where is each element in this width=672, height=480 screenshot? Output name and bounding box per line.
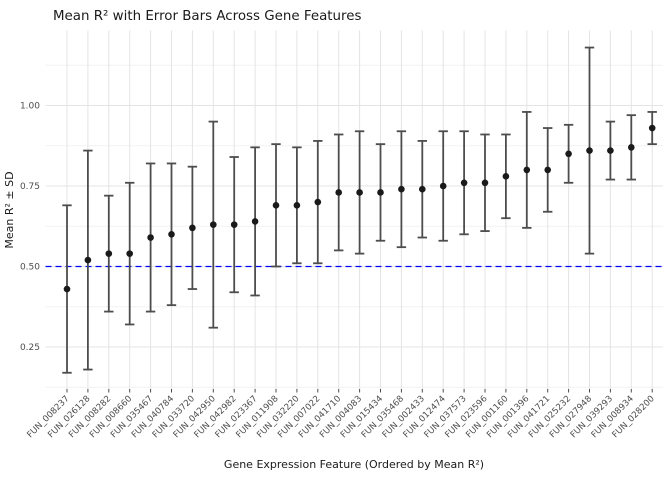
data-point bbox=[147, 234, 154, 241]
data-point bbox=[168, 231, 175, 238]
y-tick-label: 0.75 bbox=[20, 182, 40, 192]
data-point bbox=[628, 144, 635, 151]
y-tick-label: 1.00 bbox=[20, 102, 40, 112]
data-point bbox=[293, 202, 301, 209]
data-point bbox=[419, 185, 426, 193]
data-point bbox=[230, 221, 238, 228]
y-axis-title: Mean R² ± SD bbox=[3, 171, 16, 248]
data-point bbox=[502, 173, 510, 180]
data-point bbox=[63, 285, 71, 293]
data-point bbox=[586, 147, 593, 154]
chart-title: Mean R² with Error Bars Across Gene Feat… bbox=[53, 9, 361, 24]
data-point bbox=[481, 179, 489, 187]
x-axis-title: Gene Expression Feature (Ordered by Mean… bbox=[224, 458, 484, 471]
data-point bbox=[460, 179, 468, 187]
data-point bbox=[648, 124, 656, 132]
data-point bbox=[251, 218, 259, 225]
data-point bbox=[126, 250, 133, 257]
data-point bbox=[84, 256, 92, 264]
data-point bbox=[398, 185, 405, 193]
y-tick-label: 0.25 bbox=[20, 343, 40, 353]
y-tick-label: 0.50 bbox=[20, 263, 40, 273]
data-point bbox=[439, 182, 447, 190]
data-point bbox=[105, 250, 113, 257]
data-point bbox=[523, 166, 531, 174]
data-point bbox=[544, 166, 551, 174]
gridlines bbox=[45, 30, 663, 389]
data-point bbox=[314, 198, 322, 206]
data-point bbox=[189, 224, 196, 232]
data-point bbox=[356, 189, 363, 196]
error-bars-and-points bbox=[62, 46, 657, 374]
data-point bbox=[565, 150, 572, 158]
data-point bbox=[210, 221, 217, 228]
data-point bbox=[335, 189, 343, 196]
data-point bbox=[377, 189, 384, 196]
data-point bbox=[607, 147, 614, 154]
data-point bbox=[272, 202, 280, 209]
